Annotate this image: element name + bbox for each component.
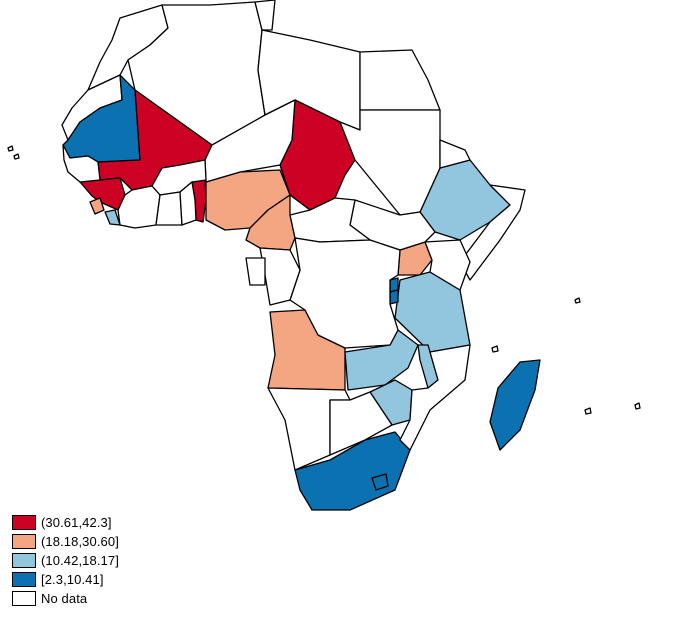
map-legend: (30.61,42.3] (18.18,30.60] (10.42,18.17]… [12,513,119,608]
island-cape-verde [7,145,20,160]
country-senegal [62,144,101,183]
island-seychelles [574,297,581,304]
legend-item-class-1: (30.61,42.3] [12,513,119,531]
legend-item-class-2: (18.18,30.60] [12,532,119,550]
country-eritrea [439,139,471,169]
legend-label: [2.3,10.41] [41,571,104,587]
legend-swatch [12,514,36,530]
legend-swatch [12,533,36,549]
country-kenya [424,239,471,291]
country-ghana [155,191,183,226]
legend-label: (30.61,42.3] [41,514,112,530]
country-sierra-leone [89,197,105,215]
legend-swatch [12,590,36,606]
legend-swatch [12,571,36,587]
country-egypt [359,49,441,111]
country-togo [179,181,197,226]
country-burundi [389,289,399,305]
legend-item-class-3: (10.42,18.17] [12,551,119,569]
legend-label: (10.42,18.17] [41,552,119,568]
country-tunisia [254,0,276,31]
country-mozambique [399,344,471,451]
island-mauritius [584,407,592,415]
country-gabon [245,257,266,286]
legend-item-class-4: [2.3,10.41] [12,570,119,588]
legend-label: No data [41,590,88,606]
legend-swatch [12,552,36,568]
country-botswana [329,391,393,456]
country-somalia [459,184,526,281]
legend-label: (18.18,30.60] [41,533,119,549]
country-south-africa [294,431,411,511]
country-madagascar [489,359,541,451]
legend-item-no-data: No data [12,589,119,607]
island-comoros [491,345,499,353]
country-lesotho [371,473,389,491]
country-dr-congo [289,237,401,349]
island-reunion [634,402,641,410]
